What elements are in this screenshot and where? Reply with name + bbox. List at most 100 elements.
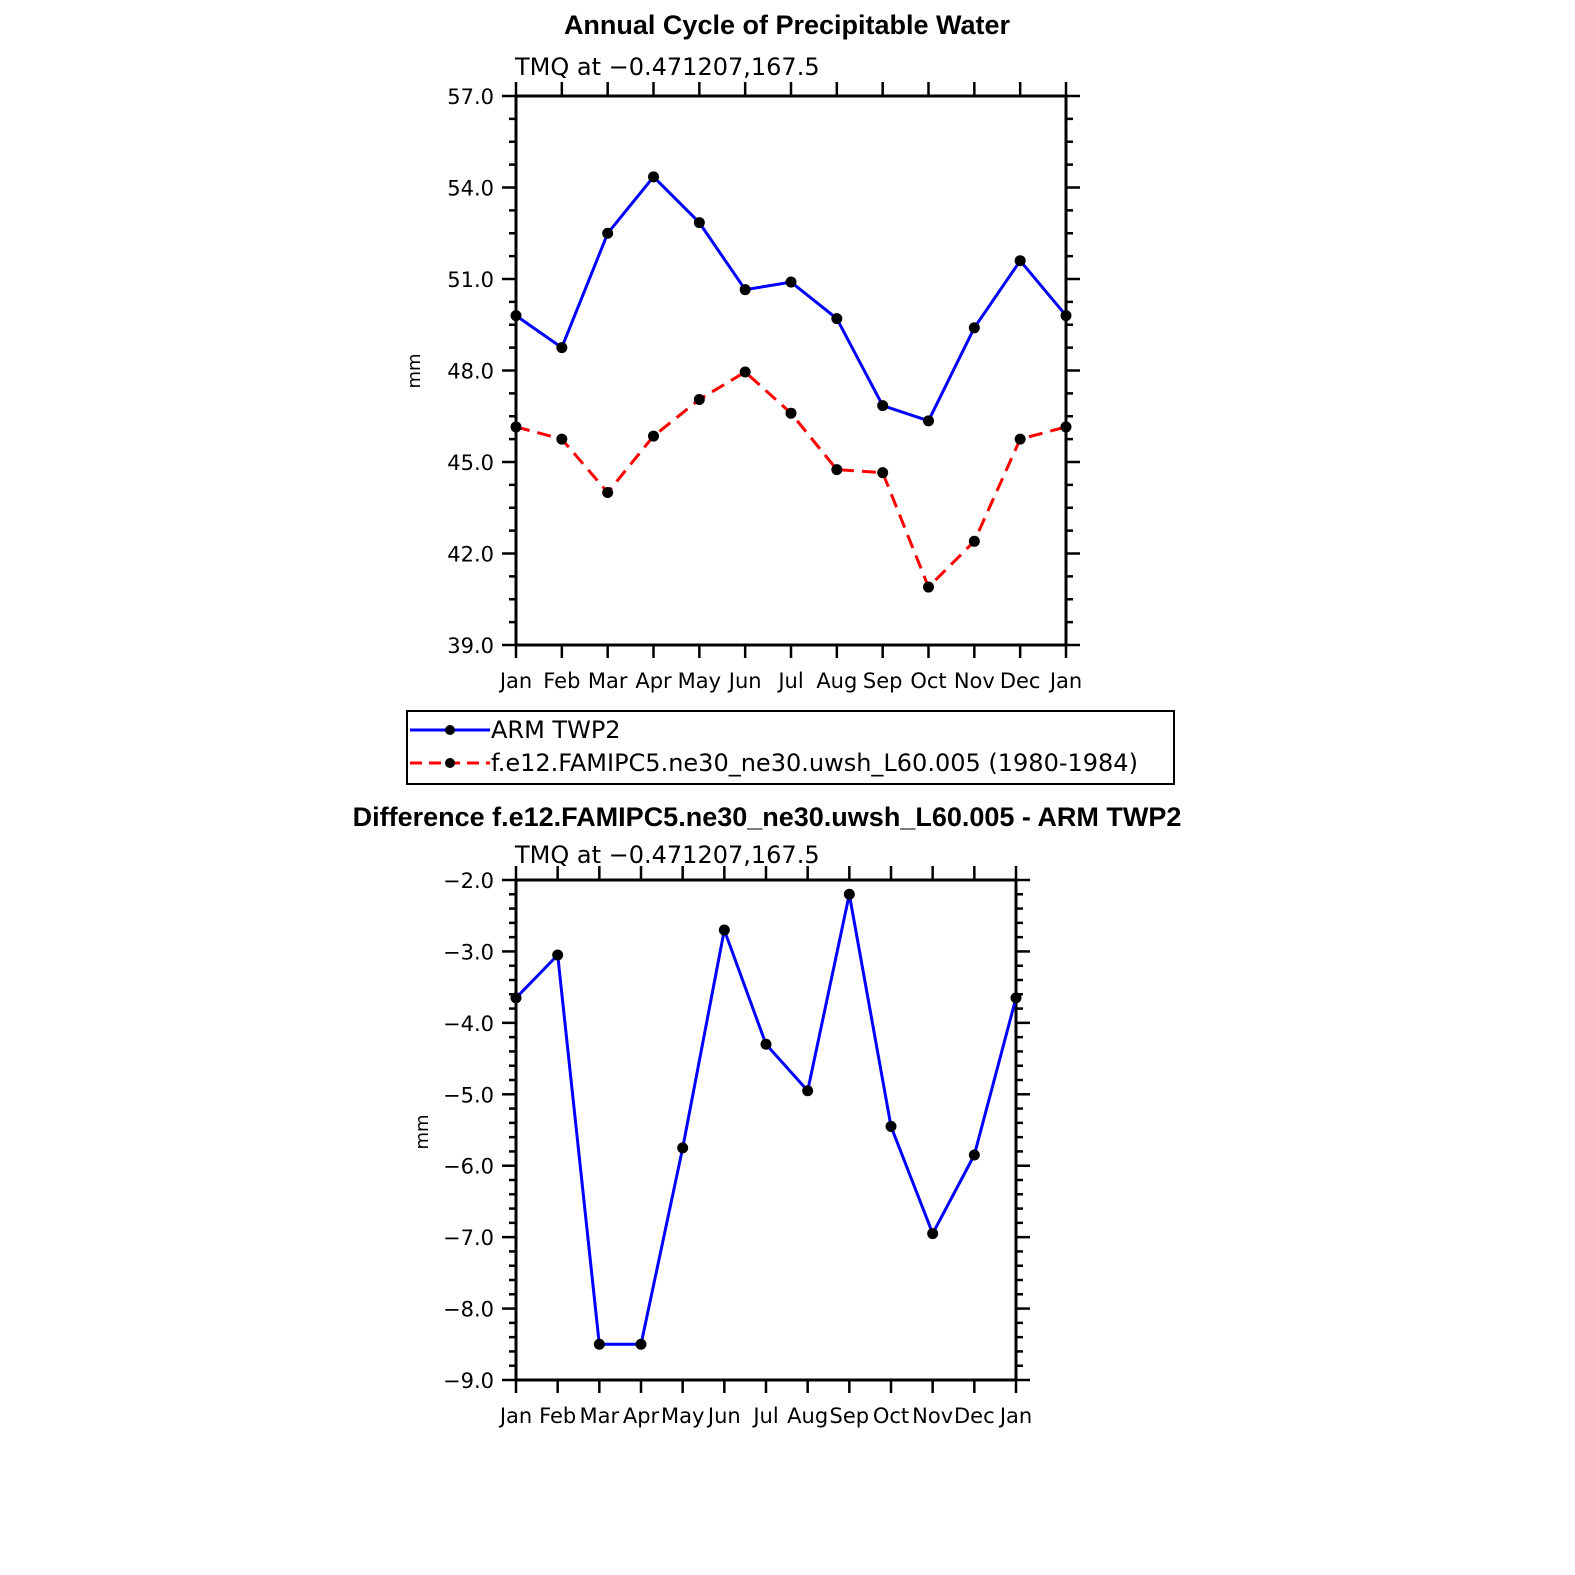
series-lines xyxy=(510,888,1022,1350)
y-axis-label: mm xyxy=(412,1114,433,1149)
data-point xyxy=(1014,433,1026,445)
data-point xyxy=(510,421,522,433)
x-tick-label: Aug xyxy=(816,669,857,693)
y-tick-label: −6.0 xyxy=(443,1155,494,1179)
series-lines xyxy=(510,171,1072,593)
data-point xyxy=(556,433,568,445)
chart-subtitle: TMQ at −0.471207,167.5 xyxy=(514,53,820,81)
y-tick-label: 42.0 xyxy=(447,543,494,567)
y-tick-label: 45.0 xyxy=(447,451,494,475)
data-point xyxy=(510,992,522,1004)
legend-label-arm: ARM TWP2 xyxy=(491,716,621,744)
data-point xyxy=(510,310,522,322)
data-point xyxy=(693,217,705,229)
data-point xyxy=(602,227,614,239)
x-tick-label: Feb xyxy=(543,669,580,693)
data-point xyxy=(785,276,797,288)
x-tick-label: Aug xyxy=(787,1404,828,1428)
annual-cycle-chart: Annual Cycle of Precipitable Water TMQ a… xyxy=(404,10,1175,785)
x-tick-label: Oct xyxy=(910,669,946,693)
difference-chart: Difference f.e12.FAMIPC5.ne30_ne30.uwsh_… xyxy=(353,802,1182,1428)
plot-border xyxy=(514,878,1018,1382)
x-tick-label: Jun xyxy=(706,1404,741,1428)
legend-marker-model xyxy=(445,758,455,768)
y-tick-label: −5.0 xyxy=(443,1083,494,1107)
data-point xyxy=(923,415,934,427)
legend-label-model: f.e12.FAMIPC5.ne30_ne30.uwsh_L60.005 (19… xyxy=(491,749,1138,777)
x-tick-label: Sep xyxy=(863,669,903,693)
data-point xyxy=(831,313,843,325)
legend-box xyxy=(406,710,1175,785)
data-point xyxy=(785,407,797,419)
y-tick-label: −3.0 xyxy=(443,940,494,964)
y-tick-label: −4.0 xyxy=(443,1012,494,1036)
plot-border xyxy=(514,94,1068,647)
x-tick-label: Jun xyxy=(727,669,762,693)
x-tick-label: May xyxy=(661,1404,704,1428)
x-tick-label: Mar xyxy=(580,1404,620,1428)
data-point xyxy=(1060,421,1072,433)
data-point xyxy=(802,1085,814,1097)
x-tick-label: Dec xyxy=(1000,669,1041,693)
legend: ARM TWP2 f.e12.FAMIPC5.ne30_ne30.uwsh_L6… xyxy=(406,710,1175,785)
x-tick-label: Dec xyxy=(954,1404,995,1428)
series-line-0 xyxy=(514,892,1018,1346)
data-point xyxy=(831,464,843,476)
x-tick-label: Nov xyxy=(912,1404,953,1428)
data-point xyxy=(1010,992,1022,1004)
data-point xyxy=(877,400,889,412)
series-line-1 xyxy=(515,370,1067,589)
x-tick-label: May xyxy=(678,669,721,693)
x-tick-label: Jan xyxy=(498,1404,532,1428)
y-tick-label: −2.0 xyxy=(443,869,494,893)
data-point xyxy=(552,949,564,961)
y-tick-label: 48.0 xyxy=(447,360,494,384)
data-point xyxy=(923,581,934,593)
data-point xyxy=(760,1038,772,1050)
x-tick-label: Sep xyxy=(830,1404,870,1428)
y-tick-label: 51.0 xyxy=(447,268,494,292)
plot-frame: 39.0 42.0 45.0 48.0 51.0 54.0 57.0 Jan Feb Mar Apr… xyxy=(447,82,1082,693)
x-tick-label: Jul xyxy=(776,669,803,693)
data-point xyxy=(927,1228,939,1240)
data-point xyxy=(556,342,568,354)
data-point xyxy=(968,535,980,547)
data-point xyxy=(718,924,730,936)
data-point xyxy=(885,1120,897,1132)
x-tick-label: Jul xyxy=(751,1404,778,1428)
chart-title: Difference f.e12.FAMIPC5.ne30_ne30.uwsh_… xyxy=(353,802,1182,832)
y-tick-label: −7.0 xyxy=(443,1226,494,1250)
data-point xyxy=(1060,310,1072,322)
x-tick-label: Oct xyxy=(873,1404,909,1428)
chart-title: Annual Cycle of Precipitable Water xyxy=(564,10,1011,40)
data-point xyxy=(739,366,751,378)
y-tick-label: 39.0 xyxy=(447,634,494,658)
x-tick-label: Jan xyxy=(998,1404,1032,1428)
data-point xyxy=(593,1338,605,1350)
x-tick-label: Apr xyxy=(623,1404,660,1428)
data-point xyxy=(648,171,659,183)
y-tick-label: 54.0 xyxy=(447,177,494,201)
data-point xyxy=(739,284,751,296)
series-line-0 xyxy=(515,175,1068,423)
data-point xyxy=(677,1142,689,1154)
x-tick-label: Nov xyxy=(954,669,995,693)
y-tick-label: 57.0 xyxy=(447,85,494,109)
x-tick-label: Mar xyxy=(588,669,628,693)
data-point xyxy=(1014,255,1026,267)
data-point xyxy=(968,322,980,334)
data-point xyxy=(877,467,889,479)
x-tick-label: Jan xyxy=(498,669,532,693)
chart-subtitle: TMQ at −0.471207,167.5 xyxy=(514,841,820,869)
y-tick-label: −9.0 xyxy=(443,1369,494,1393)
x-tick-label: Jan xyxy=(1048,669,1082,693)
data-point xyxy=(968,1149,980,1161)
data-point xyxy=(602,487,614,498)
x-tick-label: Feb xyxy=(539,1404,576,1428)
x-tick-label: Apr xyxy=(635,669,672,693)
data-point xyxy=(635,1338,647,1350)
y-tick-label: −8.0 xyxy=(443,1298,494,1322)
y-axis-label: mm xyxy=(404,353,425,388)
